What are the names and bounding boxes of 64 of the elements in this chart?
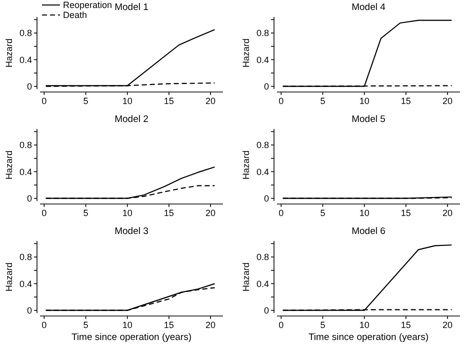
y-tick-label: 0.4 [19,278,32,289]
x-tick-label: 10 [359,320,370,330]
y-tick-label: 0 [26,305,32,316]
x-tick-label: 0 [278,208,284,218]
x-tick-label: 20 [206,320,216,330]
y-tick-label: 0 [264,305,269,316]
x-tick-label: 20 [442,320,453,330]
x-tick-label: 10 [359,208,370,218]
chart-title: Model 3 [114,226,148,237]
y-tick-label: 0 [264,193,269,204]
x-tick-label: 0 [278,320,284,330]
x-tick-label: 15 [400,320,411,330]
y-tick-label: 0.4 [19,54,32,65]
y-tick-label: 0.8 [19,28,32,38]
y-axis-title: Hazard [241,38,251,68]
y-tick-label: 0.4 [256,166,269,177]
y-axis-title: Hazard [241,150,251,180]
chart-title: Model 1 [114,2,148,13]
x-axis-title: Time since operation (years) [308,332,429,343]
y-tick-label: 0.4 [256,278,269,289]
x-tick-label: 5 [320,96,326,106]
y-axis-title: Hazard [4,38,14,68]
legend-label: Reoperation [63,0,112,10]
y-axis-title: Hazard [4,150,14,180]
y-tick-label: 0 [264,81,269,92]
legend-label: Death [63,10,88,20]
x-tick-label: 15 [400,208,411,218]
x-tick-label: 20 [206,96,216,106]
x-tick-label: 20 [206,208,216,218]
x-tick-label: 5 [320,208,326,218]
y-tick-label: 0.4 [256,54,269,65]
chart-title: Model 6 [352,226,386,237]
x-tick-label: 10 [122,96,132,106]
x-tick-label: 5 [83,96,88,106]
x-tick-label: 0 [278,96,284,106]
x-axis-title: Time since operation (years) [71,332,192,343]
y-tick-label: 0 [26,193,32,204]
x-tick-label: 10 [359,96,370,106]
x-tick-label: 0 [42,96,47,106]
y-tick-label: 0.8 [19,140,32,150]
x-tick-label: 20 [442,208,453,218]
y-tick-label: 0.8 [19,252,32,262]
chart-title: Model 4 [352,2,386,13]
y-tick-label: 0.8 [256,140,269,150]
x-tick-label: 5 [83,320,88,330]
y-tick-label: 0.8 [256,252,269,262]
x-tick-label: 0 [42,208,47,218]
x-tick-label: 20 [442,96,453,106]
y-axis-title: Hazard [4,262,14,292]
y-tick-label: 0.4 [19,166,32,177]
chart-title: Model 2 [114,114,148,125]
x-tick-label: 5 [83,208,88,218]
x-tick-label: 15 [164,96,174,106]
x-tick-label: 15 [164,208,174,218]
x-tick-label: 0 [42,320,47,330]
x-tick-label: 15 [400,96,411,106]
y-axis-title: Hazard [241,262,251,292]
y-tick-label: 0.8 [256,28,269,38]
x-tick-label: 10 [122,208,132,218]
x-tick-label: 10 [122,320,132,330]
chart-title: Model 5 [352,114,386,125]
x-tick-label: 5 [320,320,326,330]
x-tick-label: 15 [164,320,174,330]
y-tick-label: 0 [26,81,32,92]
